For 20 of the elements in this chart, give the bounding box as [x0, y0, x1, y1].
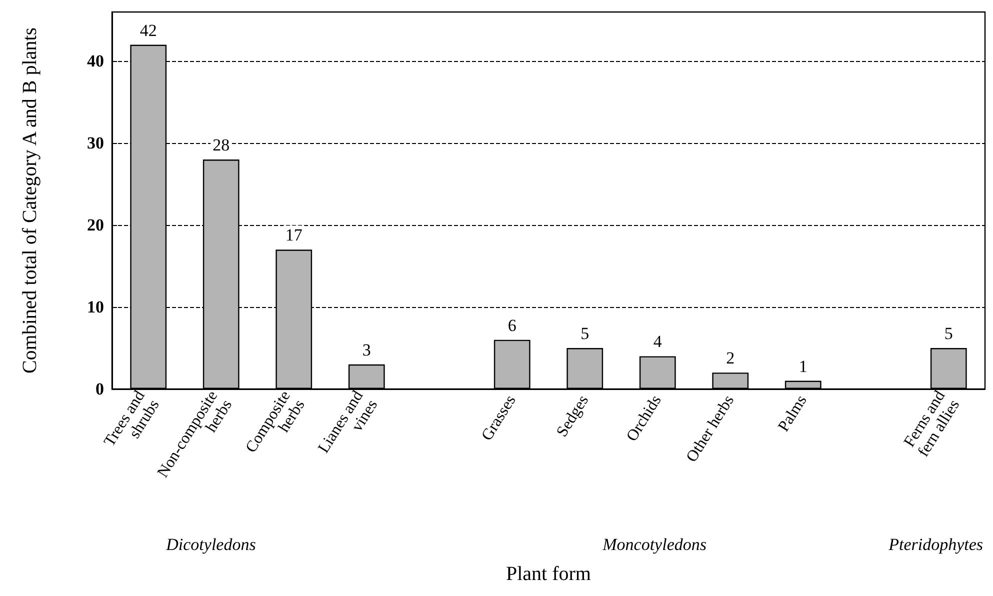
text: Moncotyledons	[602, 535, 707, 554]
data-label: 28	[212, 136, 230, 155]
y-axis-title: Combined total of Category A and B plants	[19, 27, 41, 374]
data-label: 42	[140, 20, 157, 40]
y-tick-label: 30	[87, 134, 104, 153]
data-label: 4	[653, 332, 662, 352]
y-tick-label: 0	[96, 380, 104, 398]
data-label: 1	[798, 356, 808, 376]
y-tick-label: 10	[87, 298, 104, 317]
data-label: 2	[726, 348, 735, 368]
y-tick-label: 40	[87, 52, 104, 71]
data-label: 5	[944, 324, 953, 344]
data-label: 6	[508, 316, 516, 335]
text: Pteridophytes	[888, 535, 984, 554]
data-label: 3	[362, 340, 371, 360]
text: Dicotyledons	[165, 535, 256, 554]
data-label: 5	[580, 324, 590, 344]
x-axis-title: Plant form	[506, 563, 592, 585]
data-label: 17	[285, 226, 303, 245]
y-tick-label: 20	[87, 216, 104, 235]
